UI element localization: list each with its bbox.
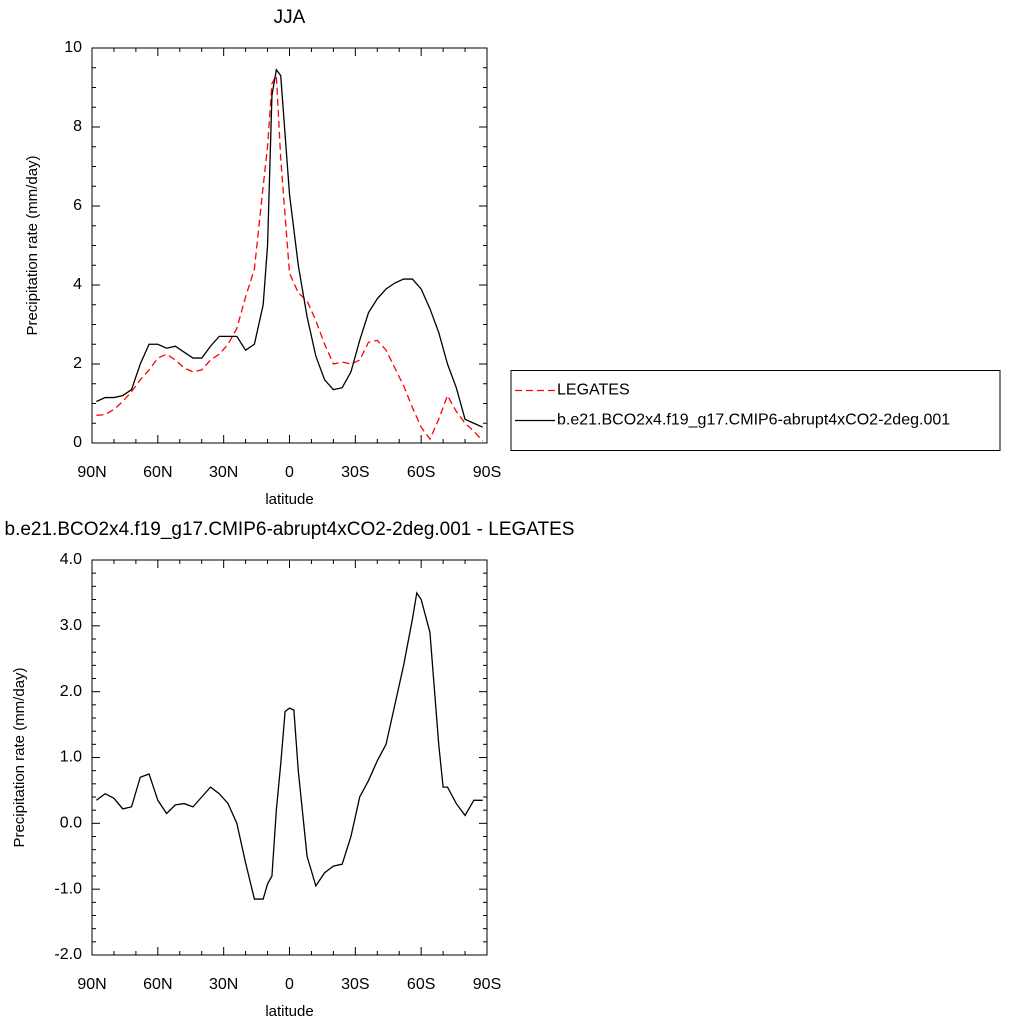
y-tick-label: 4.0 <box>60 551 82 568</box>
y-tick-label: -2.0 <box>54 946 82 963</box>
x-tick-label: 60N <box>143 976 172 993</box>
plot-frame <box>91 559 488 956</box>
y-tick-label: 0.0 <box>60 815 82 832</box>
x-tick-label: 30S <box>341 464 369 481</box>
x-tick-label: 30N <box>209 976 238 993</box>
chart-title: JJA <box>274 7 306 28</box>
x-tick-label: 90N <box>77 464 106 481</box>
x-tick-label: 90S <box>473 464 501 481</box>
plot-frame <box>91 47 488 444</box>
y-tick-label: 2 <box>73 355 82 372</box>
y-tick-label: 4 <box>73 276 82 293</box>
y-tick-label: 0 <box>73 434 82 451</box>
x-tick-label: 0 <box>285 976 294 993</box>
legend-label: b.e21.BCO2x4.f19_g17.CMIP6-abrupt4xCO2-2… <box>557 412 950 429</box>
y-axis-label: Precipitation rate (mm/day) <box>11 667 28 847</box>
y-tick-label: 2.0 <box>60 683 82 700</box>
chart-title: b.e21.BCO2x4.f19_g17.CMIP6-abrupt4xCO2-2… <box>5 519 575 540</box>
data-line <box>96 73 484 442</box>
y-tick-label: 1.0 <box>60 749 82 766</box>
y-tick-label: 6 <box>73 197 82 214</box>
y-tick-label: 8 <box>73 118 82 135</box>
x-axis-label: latitude <box>265 491 313 508</box>
x-tick-label: 60S <box>407 464 435 481</box>
y-tick-label: 10 <box>64 39 82 56</box>
legend-box <box>510 370 1001 451</box>
x-tick-label: 90S <box>473 976 501 993</box>
x-axis-label: latitude <box>265 1003 313 1020</box>
legend-label: LEGATES <box>557 382 630 399</box>
data-line <box>96 68 483 428</box>
x-tick-label: 60S <box>407 976 435 993</box>
y-tick-label: -1.0 <box>54 880 82 897</box>
data-line <box>96 591 483 900</box>
y-axis-label: Precipitation rate (mm/day) <box>24 155 41 335</box>
y-tick-label: 3.0 <box>60 617 82 634</box>
x-tick-label: 30N <box>209 464 238 481</box>
x-tick-label: 90N <box>77 976 106 993</box>
x-tick-label: 0 <box>285 464 294 481</box>
x-tick-label: 60N <box>143 464 172 481</box>
x-tick-label: 30S <box>341 976 369 993</box>
